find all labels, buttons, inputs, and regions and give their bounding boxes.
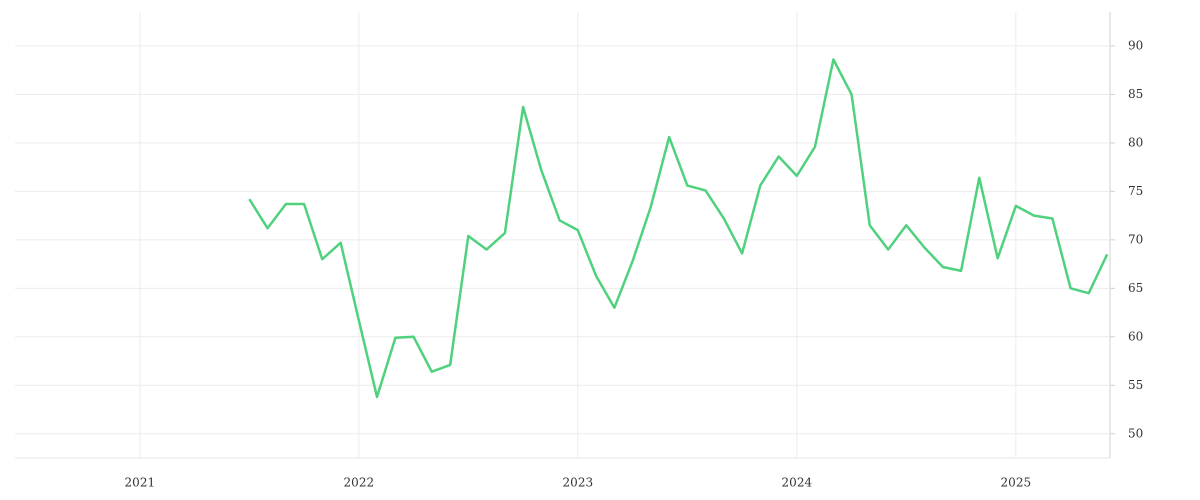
- y-tick-label: 55: [1128, 378, 1143, 392]
- x-tick-label: 2021: [125, 476, 156, 490]
- y-tick-label: 85: [1128, 87, 1143, 101]
- y-tick-label: 90: [1128, 38, 1143, 52]
- y-tick-label: 65: [1128, 281, 1143, 295]
- x-tick-label: 2025: [1001, 476, 1032, 490]
- y-tick-label: 60: [1128, 329, 1143, 343]
- data-line: [248, 58, 1109, 399]
- y-tick-label: 70: [1128, 232, 1143, 246]
- y-tick-label: 75: [1128, 184, 1143, 198]
- x-tick-label: 2023: [563, 476, 594, 490]
- y-tick-label: 50: [1128, 426, 1143, 440]
- y-tick-label: 80: [1128, 135, 1143, 149]
- x-tick-label: 2022: [344, 476, 375, 490]
- x-tick-label: 2024: [782, 476, 813, 490]
